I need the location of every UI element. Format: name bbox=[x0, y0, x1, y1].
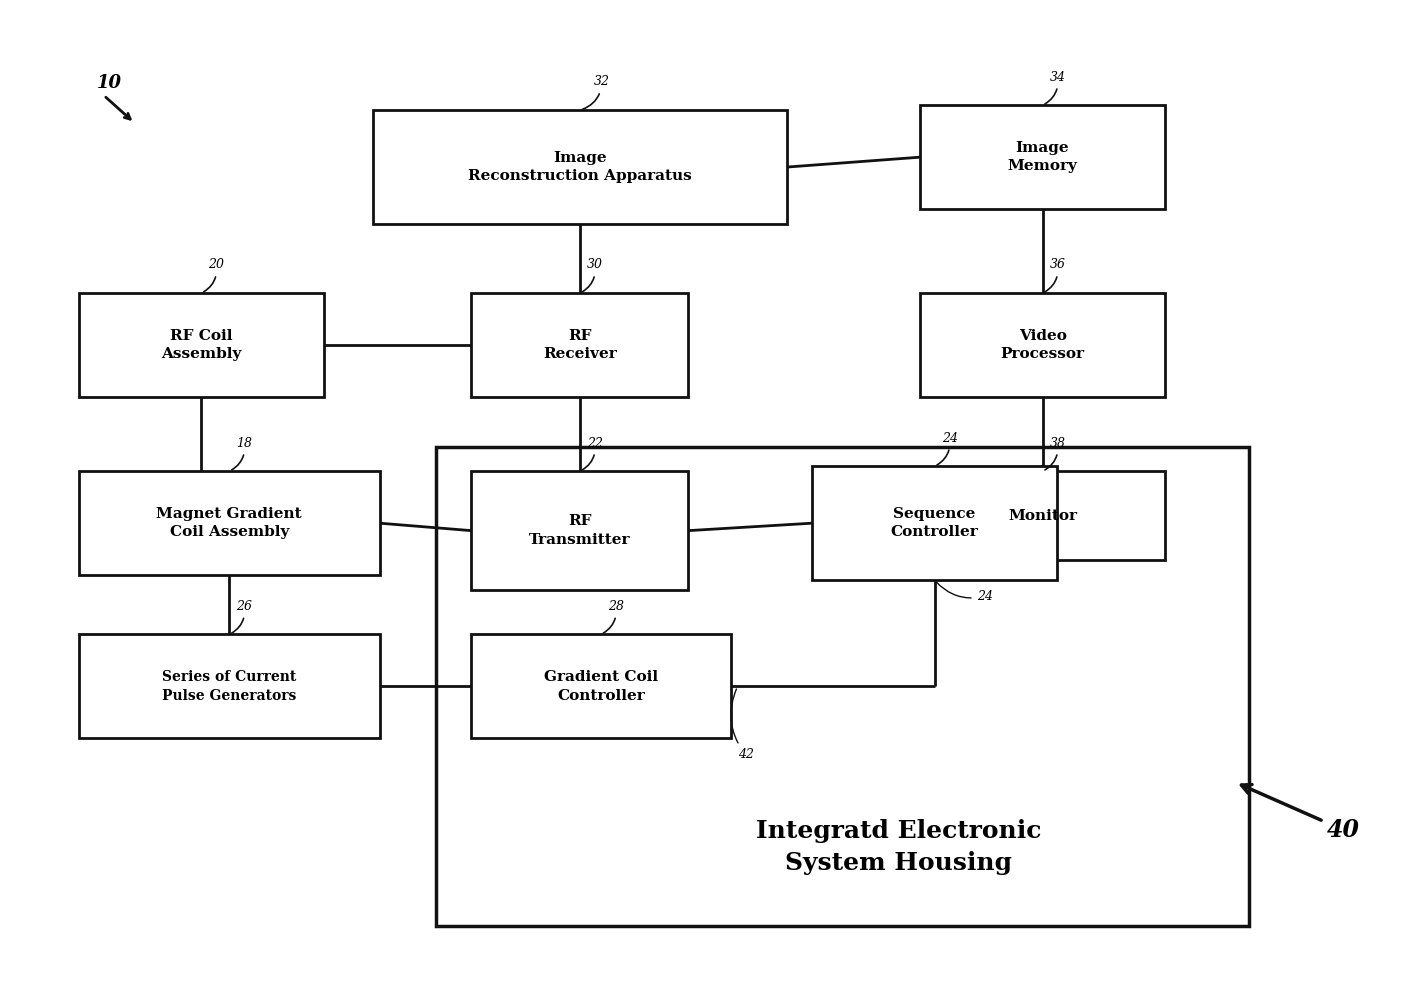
Text: 30: 30 bbox=[582, 259, 603, 292]
Text: 36: 36 bbox=[1045, 259, 1065, 292]
Text: RF Coil
Assembly: RF Coil Assembly bbox=[162, 329, 242, 361]
Bar bbox=[471, 635, 731, 738]
Text: 26: 26 bbox=[232, 600, 253, 633]
Text: Sequence
Controller: Sequence Controller bbox=[891, 507, 978, 540]
Bar bbox=[79, 294, 325, 397]
Text: Gradient Coil
Controller: Gradient Coil Controller bbox=[544, 671, 658, 702]
Text: Image
Reconstruction Apparatus: Image Reconstruction Apparatus bbox=[468, 151, 691, 184]
Text: 42: 42 bbox=[731, 689, 753, 761]
Text: Series of Current
Pulse Generators: Series of Current Pulse Generators bbox=[162, 671, 296, 702]
Text: 38: 38 bbox=[1045, 436, 1065, 470]
Bar bbox=[372, 110, 787, 224]
Bar bbox=[920, 294, 1165, 397]
Bar bbox=[920, 105, 1165, 209]
Text: Monitor: Monitor bbox=[1007, 509, 1078, 523]
Bar bbox=[920, 471, 1165, 560]
Text: Integratd Electronic
System Housing: Integratd Electronic System Housing bbox=[756, 819, 1041, 875]
Text: 24: 24 bbox=[937, 432, 958, 465]
Text: 20: 20 bbox=[204, 259, 225, 292]
Text: RF
Receiver: RF Receiver bbox=[542, 329, 617, 361]
Text: Video
Processor: Video Processor bbox=[1000, 329, 1085, 361]
Text: Magnet Gradient
Coil Assembly: Magnet Gradient Coil Assembly bbox=[156, 507, 302, 540]
Text: Image
Memory: Image Memory bbox=[1007, 141, 1078, 174]
Text: 18: 18 bbox=[232, 436, 253, 470]
Text: 24: 24 bbox=[937, 582, 993, 603]
Text: 22: 22 bbox=[582, 436, 603, 470]
Bar bbox=[812, 466, 1057, 580]
Text: 34: 34 bbox=[1045, 70, 1065, 104]
Bar bbox=[471, 471, 688, 590]
Bar bbox=[79, 635, 379, 738]
Bar bbox=[436, 446, 1249, 927]
Text: 32: 32 bbox=[583, 75, 610, 109]
Bar bbox=[79, 471, 379, 575]
Text: 28: 28 bbox=[603, 600, 624, 633]
Text: 10: 10 bbox=[97, 74, 122, 92]
Text: 40: 40 bbox=[1242, 785, 1360, 842]
Bar bbox=[471, 294, 688, 397]
Text: RF
Transmitter: RF Transmitter bbox=[530, 515, 631, 547]
